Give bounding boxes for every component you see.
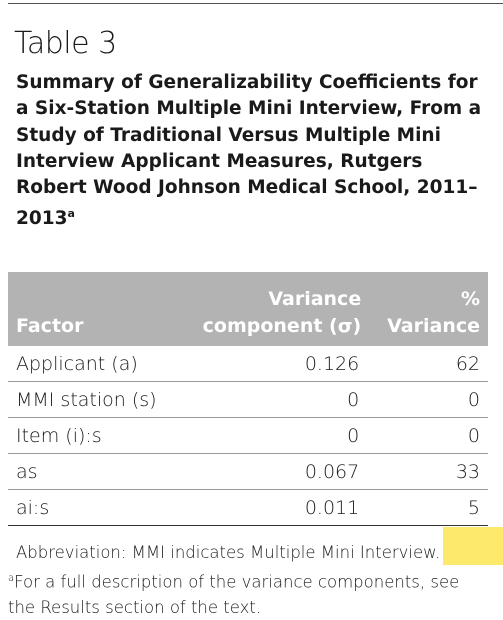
table-cell: ai:s [8, 489, 179, 526]
data-table: Factor Variance component (σ)% Variance A… [8, 272, 488, 526]
table-row: Item (i):s 0 0 [8, 417, 488, 454]
table-row: MMI station (s) 0 0 [8, 381, 488, 418]
table-cell: 62 [369, 346, 488, 382]
title-text: Summary of Generalizability Coefficients… [16, 72, 482, 230]
table-cell: 33 [369, 453, 488, 490]
column-header: % Variance [369, 272, 488, 346]
table-cell: Item (i):s [8, 417, 179, 454]
table-body: Applicant (a) 0.126 62 MMI station (s) 0 0 Ite… [8, 346, 488, 526]
table-cell: Applicant (a) [8, 346, 179, 382]
title-note: a [67, 207, 75, 221]
table-cell: as [8, 453, 179, 490]
table-label: Table 3 [14, 26, 117, 61]
footnote: aFor a full description of the variance … [8, 566, 490, 620]
highlight [443, 527, 503, 565]
table-cell: 0.067 [178, 453, 370, 490]
header-row: Factor Variance component (σ)% Variance [8, 272, 488, 346]
table-cell: 0 [178, 417, 370, 454]
table-cell: MMI station (s) [8, 381, 179, 418]
note-mark: a [8, 573, 15, 584]
abbreviation: Abbreviation: MMI indicates Multiple Min… [16, 543, 441, 562]
table-cell: 5 [369, 489, 488, 526]
column-header: Variance component (σ) [178, 272, 370, 346]
table-cell: 0.011 [178, 489, 370, 526]
table-title: Summary of Generalizability Coefficients… [16, 70, 486, 233]
table-row: as 0.067 33 [8, 453, 488, 490]
note-text: For a full description of the variance c… [8, 572, 460, 617]
table-cell: 0 [369, 417, 488, 454]
column-header: Factor [8, 272, 179, 346]
table-row: Applicant (a) 0.126 62 [8, 346, 488, 382]
table-cell: 0 [178, 381, 370, 418]
table-row: ai:s 0.011 5 [8, 489, 488, 526]
top-rule [8, 3, 503, 4]
table-cell: 0.126 [178, 346, 370, 382]
table-cell: 0 [369, 381, 488, 418]
